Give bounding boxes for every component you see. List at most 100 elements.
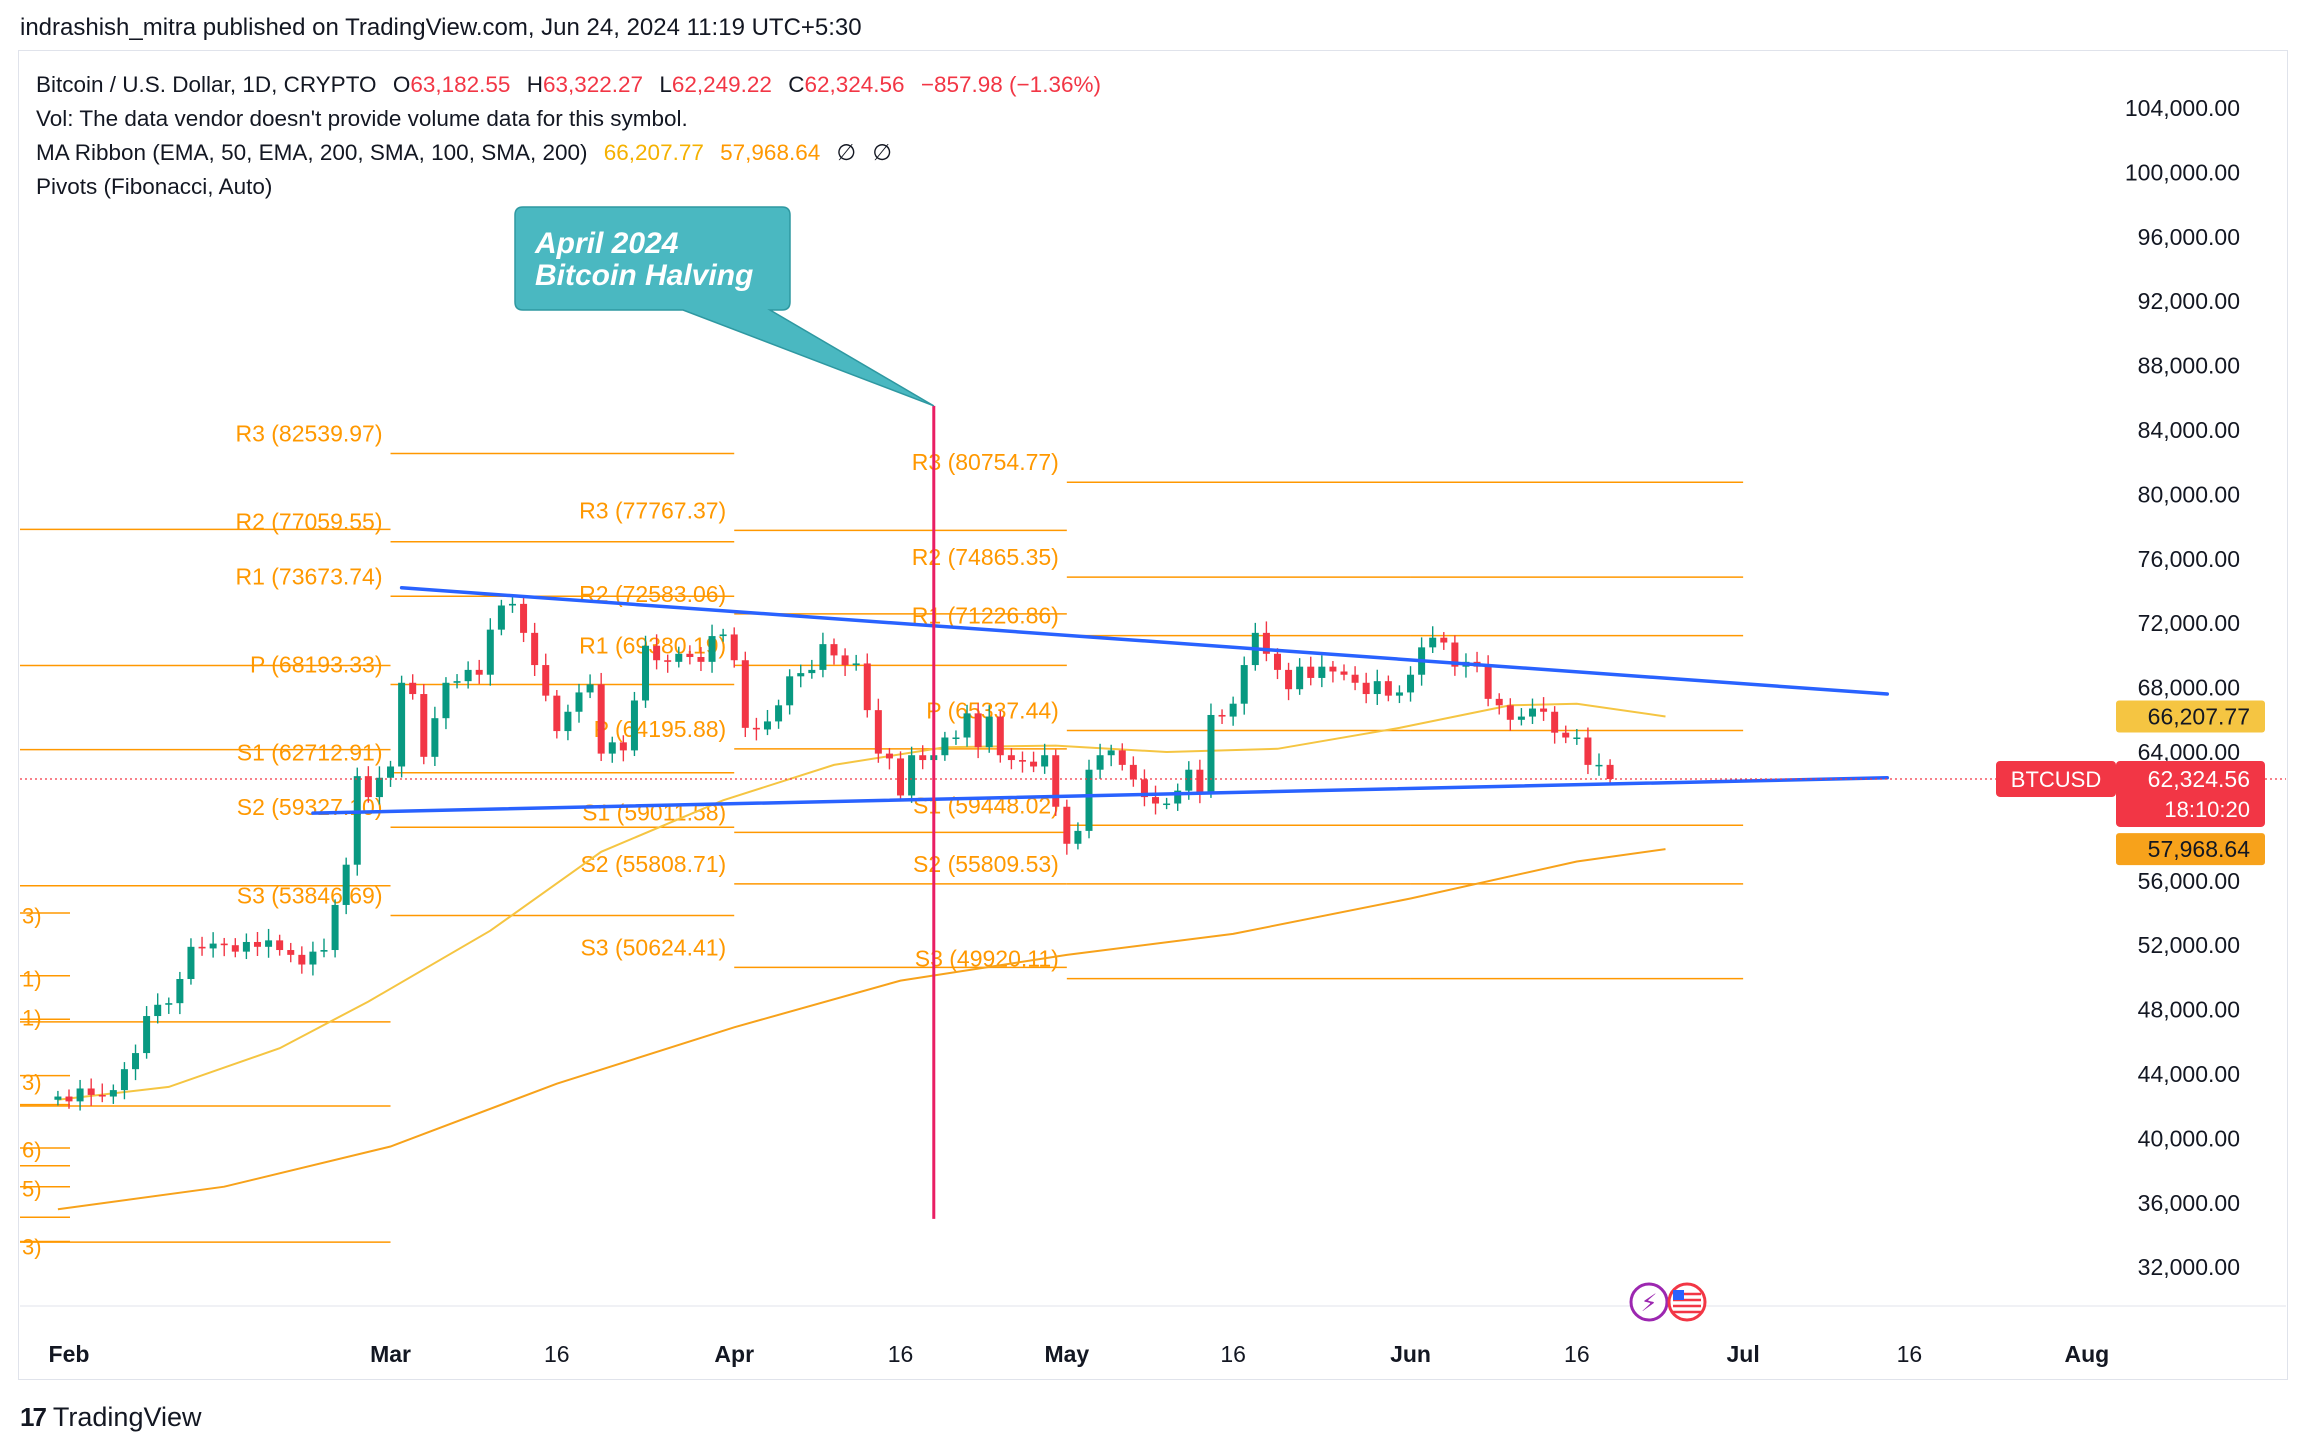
- lightning-icon[interactable]: [1629, 1282, 1669, 1322]
- candle-body: [1285, 669, 1293, 690]
- candle-body: [1018, 760, 1026, 762]
- candle-body: [1118, 750, 1126, 765]
- open-label: O: [392, 72, 411, 97]
- candle-body: [276, 940, 284, 951]
- ma-value-2: 57,968.64: [720, 140, 821, 165]
- ma-slow-line: [57, 848, 1666, 1211]
- candle-body: [1196, 769, 1204, 793]
- ma-ribbon-legend[interactable]: MA Ribbon (EMA, 50, EMA, 200, SMA, 100, …: [36, 140, 902, 166]
- y-tick-label: 64,000.00: [2138, 739, 2240, 765]
- candle-body: [1307, 666, 1315, 678]
- pivot-partial-label: 3): [22, 903, 42, 928]
- candle-body: [1007, 755, 1015, 761]
- ma-slow-badge: [2116, 833, 2265, 866]
- last-price-badge: [2116, 760, 2265, 827]
- candle-body: [387, 766, 395, 778]
- candle-body: [1440, 637, 1448, 643]
- pivot-level-label: R1 (73673.74): [235, 563, 382, 589]
- symbol-badge: [1996, 760, 2116, 797]
- candle-body: [1362, 682, 1370, 695]
- close-value: 62,324.56: [804, 72, 905, 97]
- candle-body: [1495, 698, 1503, 706]
- y-tick-label: 96,000.00: [2138, 224, 2240, 250]
- y-tick-label: 76,000.00: [2138, 546, 2240, 572]
- candle-body: [231, 945, 239, 952]
- ma-null-2: ∅: [872, 140, 892, 165]
- candle-body: [963, 713, 971, 738]
- ma-null-1: ∅: [836, 140, 857, 165]
- pivot-level-label: R1 (69380.19): [579, 632, 726, 658]
- candle-body: [209, 943, 217, 949]
- candle-body: [1540, 708, 1548, 712]
- candle-body: [1063, 806, 1071, 844]
- x-tick-label: Feb: [49, 1341, 90, 1367]
- candle-body: [364, 776, 372, 798]
- candle-body: [1528, 708, 1536, 717]
- candle-body: [553, 695, 561, 732]
- candle-body: [664, 660, 672, 662]
- candle-body: [508, 603, 516, 606]
- pivot-level-label: S2 (55808.71): [580, 851, 726, 877]
- tradingview-logo[interactable]: 17 TradingView: [20, 1402, 202, 1433]
- candle-body: [1506, 705, 1514, 720]
- candle-body: [775, 705, 783, 722]
- pivot-level-label: R3 (82539.97): [235, 421, 382, 447]
- candle-body: [409, 682, 417, 695]
- pivot-level-label: R2 (74865.35): [912, 544, 1059, 570]
- y-tick-label: 104,000.00: [2125, 95, 2240, 121]
- candle-body: [520, 603, 528, 633]
- low-value: 62,249.22: [671, 72, 772, 97]
- candle-body: [1451, 642, 1459, 667]
- y-tick-label: 56,000.00: [2138, 868, 2240, 894]
- candle-body: [265, 940, 273, 947]
- candle-body: [1229, 703, 1237, 717]
- candle-body: [786, 676, 794, 706]
- pivot-partial-label: 1): [22, 1006, 42, 1031]
- candle-body: [653, 645, 661, 661]
- candle-body: [586, 684, 594, 693]
- volume-legend[interactable]: Vol: The data vendor doesn't provide vol…: [36, 106, 688, 131]
- candle-body: [1140, 779, 1148, 798]
- candle-body: [1107, 750, 1115, 756]
- us-flag-icon[interactable]: [1667, 1282, 1707, 1322]
- open-value: 63,182.55: [410, 72, 511, 97]
- x-tick-label: May: [1044, 1341, 1089, 1367]
- candle-body: [597, 684, 605, 754]
- candle-body: [475, 669, 483, 675]
- x-tick-label: 16: [1220, 1341, 1246, 1367]
- y-tick-label: 48,000.00: [2138, 997, 2240, 1023]
- high-label: H: [526, 72, 543, 97]
- candle-body: [675, 653, 683, 662]
- candle-body: [897, 758, 905, 796]
- pivot-level-label: R3 (77767.37): [579, 497, 726, 523]
- y-tick-label: 36,000.00: [2138, 1190, 2240, 1216]
- candle-body: [431, 718, 439, 757]
- candle-body: [331, 904, 339, 951]
- symbol-title[interactable]: Bitcoin / U.S. Dollar, 1D, CRYPTO: [36, 72, 377, 97]
- candle-body: [1517, 716, 1525, 720]
- candle-body: [1551, 711, 1559, 733]
- y-tick-label: 44,000.00: [2138, 1061, 2240, 1087]
- candle-body: [497, 605, 505, 630]
- candle-body: [1096, 755, 1104, 770]
- y-tick-label: 92,000.00: [2138, 288, 2240, 314]
- candle-body: [464, 669, 472, 682]
- x-tick-label: 16: [888, 1341, 914, 1367]
- candle-body: [309, 951, 317, 965]
- candle-body: [242, 941, 250, 952]
- candle-body: [1185, 769, 1193, 791]
- candle-body: [320, 950, 328, 952]
- candle-body: [841, 655, 849, 666]
- candle-body: [708, 636, 716, 662]
- pivot-level-label: S3 (53846.69): [237, 882, 383, 908]
- ma-value-1: 66,207.77: [603, 140, 704, 165]
- pivots-legend[interactable]: Pivots (Fibonacci, Auto): [36, 174, 273, 199]
- publish-header: indrashish_mitra published on TradingVie…: [20, 14, 862, 41]
- candle-body: [697, 657, 705, 662]
- candle-body: [642, 645, 650, 701]
- chart-frame[interactable]: [18, 50, 2288, 1380]
- candle-body: [1429, 637, 1437, 648]
- low-label: L: [659, 72, 672, 97]
- x-tick-label: 16: [544, 1341, 570, 1367]
